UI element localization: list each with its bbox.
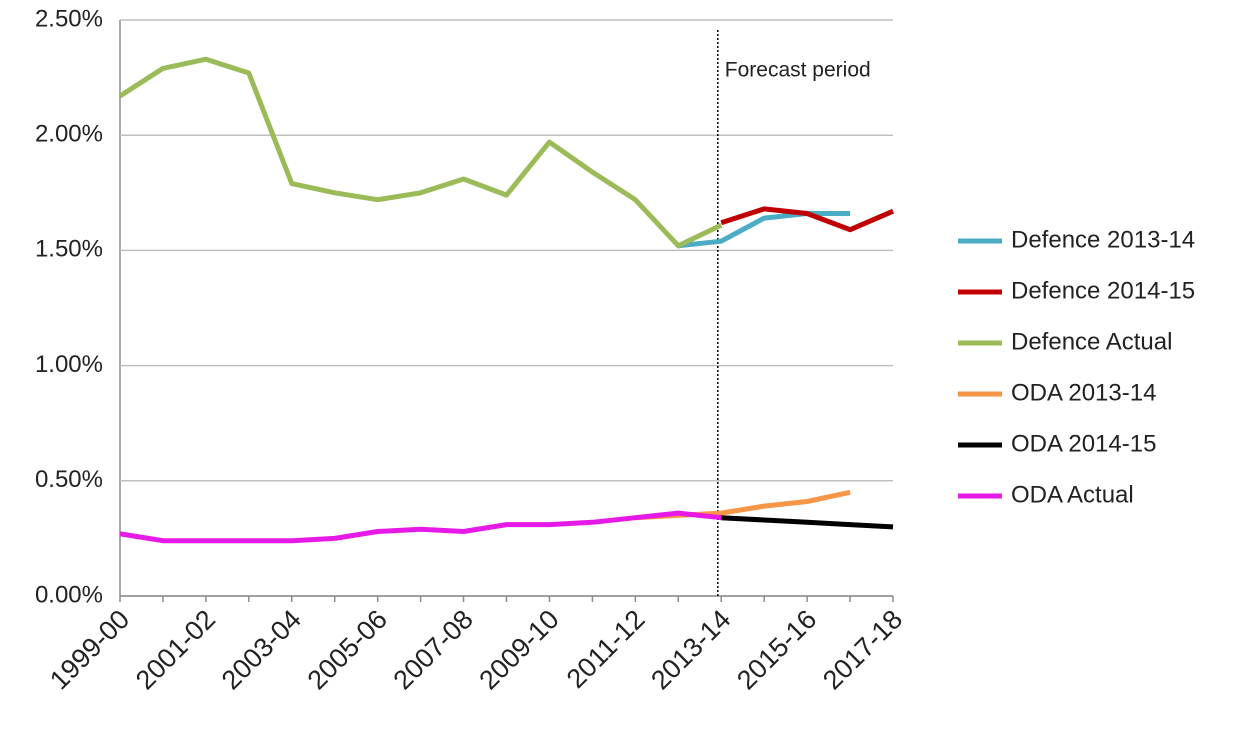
- x-tick-label: 2017-18: [817, 604, 908, 695]
- x-tick-label: 2011-12: [561, 604, 651, 694]
- x-tick-label: 1999-00: [44, 604, 135, 695]
- x-tick-label: 2015-16: [731, 604, 822, 695]
- y-tick-label: 0.00%: [35, 581, 103, 608]
- x-tick-label: 2003-04: [216, 604, 307, 695]
- legend-label: ODA 2014-15: [1011, 430, 1156, 457]
- x-tick-label: 2013-14: [645, 604, 736, 695]
- series-line: [119, 510, 722, 544]
- legend-label: Defence 2014-15: [1011, 277, 1195, 304]
- x-tick-label: 2009-10: [473, 604, 564, 695]
- series-line: [721, 515, 894, 530]
- y-tick-label: 1.00%: [35, 351, 103, 378]
- x-tick-label: 2001-02: [130, 604, 221, 695]
- series-line: [720, 206, 894, 233]
- x-tick-label: 2005-06: [302, 604, 393, 695]
- y-tick-label: 2.50%: [35, 5, 103, 32]
- y-tick-label: 2.00%: [35, 121, 103, 148]
- legend-label: ODA 2013-14: [1011, 379, 1156, 406]
- series-line: [678, 211, 851, 249]
- annotation: Forecast period: [725, 59, 871, 82]
- legend-label: Defence Actual: [1011, 328, 1172, 355]
- y-tick-label: 0.50%: [35, 466, 103, 493]
- y-tick-label: 1.50%: [35, 236, 103, 263]
- legend-label: Defence 2013-14: [1011, 226, 1195, 253]
- series-line: [118, 56, 723, 249]
- legend-label: ODA Actual: [1011, 481, 1134, 508]
- x-tick-label: 2007-08: [388, 604, 479, 695]
